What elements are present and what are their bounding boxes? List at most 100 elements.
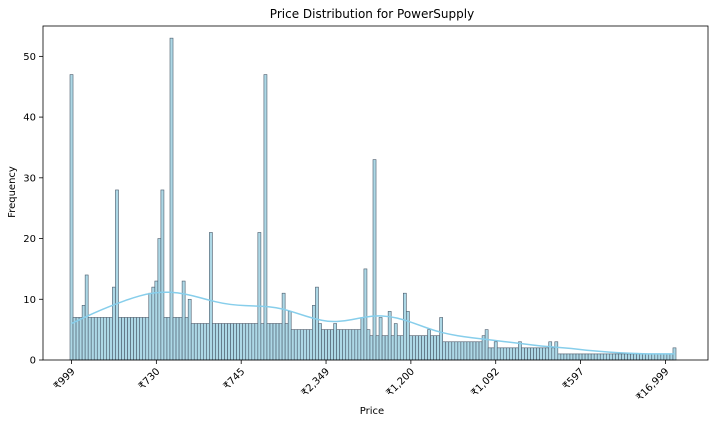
histogram-bar bbox=[321, 329, 325, 361]
plot-frame bbox=[42, 25, 709, 361]
histogram-bar bbox=[199, 323, 204, 361]
histogram-bar bbox=[212, 323, 216, 361]
histogram-bar bbox=[639, 353, 643, 361]
histogram-bar bbox=[363, 268, 368, 361]
y-axis: 0 10 20 30 40 50 bbox=[23, 52, 43, 367]
histogram-bar bbox=[315, 286, 319, 361]
histogram-bar bbox=[533, 347, 537, 361]
histogram-bar bbox=[93, 317, 98, 361]
histogram-bar bbox=[421, 335, 425, 361]
histogram-bar bbox=[127, 317, 131, 361]
histogram-bar bbox=[272, 323, 277, 361]
histogram-bar bbox=[375, 335, 380, 361]
histogram-bar bbox=[536, 347, 540, 361]
histogram-bar bbox=[287, 311, 292, 361]
histogram-bar bbox=[175, 317, 180, 361]
y-tick-label: 20 bbox=[23, 234, 36, 245]
histogram-bar bbox=[372, 159, 377, 361]
histogram-bar bbox=[642, 353, 646, 361]
histogram-bar bbox=[563, 353, 568, 361]
histogram-bar bbox=[115, 189, 119, 361]
histogram-bar bbox=[636, 353, 640, 361]
histogram-bar bbox=[499, 347, 504, 361]
histogram-bar bbox=[136, 317, 140, 361]
histogram-bar bbox=[442, 341, 447, 361]
histogram-bars bbox=[69, 37, 677, 361]
histogram-bar bbox=[527, 347, 531, 361]
histogram-bar bbox=[190, 323, 195, 361]
histogram-bar bbox=[254, 323, 259, 361]
histogram-bar bbox=[348, 329, 353, 361]
histogram-bar bbox=[618, 353, 622, 361]
histogram-bar bbox=[299, 329, 304, 361]
histogram-bar bbox=[296, 329, 301, 361]
histogram-bar bbox=[75, 317, 80, 361]
chart-title: Price Distribution for PowerSupply bbox=[270, 7, 474, 21]
histogram-bar bbox=[112, 286, 116, 361]
histogram-bar bbox=[381, 335, 386, 361]
histogram-bar bbox=[457, 341, 462, 361]
histogram-bar bbox=[230, 323, 234, 361]
histogram-bar bbox=[539, 347, 543, 361]
histogram-bar bbox=[290, 329, 295, 361]
histogram-bar bbox=[157, 238, 162, 361]
histogram-bar bbox=[81, 305, 86, 361]
histogram-bar bbox=[293, 329, 298, 361]
x-tick-label: ₹2,349 bbox=[300, 366, 333, 399]
histogram-bar bbox=[209, 232, 213, 361]
histogram-bar bbox=[584, 353, 589, 361]
histogram-bar bbox=[493, 341, 498, 361]
histogram-bar bbox=[433, 335, 437, 361]
histogram-bar bbox=[100, 317, 104, 361]
histogram-bar bbox=[575, 353, 580, 361]
histogram-bar bbox=[409, 335, 413, 361]
histogram-bar bbox=[260, 323, 265, 361]
histogram-bar bbox=[406, 311, 410, 361]
histogram-bar bbox=[309, 329, 313, 361]
histogram-bar bbox=[203, 323, 207, 361]
histogram-bar bbox=[648, 353, 653, 361]
histogram-bar bbox=[415, 335, 419, 361]
histogram-bar bbox=[402, 292, 407, 361]
histogram-bar bbox=[666, 353, 671, 361]
histogram-bar bbox=[509, 347, 513, 361]
histogram-bar bbox=[660, 353, 665, 361]
histogram-bar bbox=[560, 353, 565, 361]
histogram-bar bbox=[124, 317, 128, 361]
histogram-bar bbox=[248, 323, 253, 361]
histogram-bar bbox=[427, 329, 431, 361]
histogram-bar bbox=[633, 353, 637, 361]
histogram-bar bbox=[172, 317, 177, 361]
histogram-bar bbox=[163, 317, 168, 361]
histogram-bar bbox=[336, 329, 340, 361]
y-axis-label: Frequency bbox=[7, 166, 18, 218]
histogram-bar bbox=[612, 353, 616, 361]
histogram-bar bbox=[496, 347, 501, 361]
y-tick-label: 10 bbox=[23, 295, 36, 306]
histogram-bar bbox=[275, 323, 280, 361]
histogram-bar bbox=[366, 329, 371, 361]
histogram-bar bbox=[351, 329, 356, 361]
histogram-bar bbox=[445, 341, 450, 361]
x-tick-label: ₹1,092 bbox=[469, 366, 502, 399]
histogram-bar bbox=[663, 353, 668, 361]
histogram-bar bbox=[390, 335, 395, 361]
histogram-bar bbox=[393, 323, 398, 361]
histogram-bar bbox=[227, 323, 231, 361]
histogram-bar bbox=[330, 329, 334, 361]
histogram-bar bbox=[466, 341, 471, 361]
histogram-bar bbox=[627, 353, 631, 361]
histogram-bar bbox=[545, 347, 550, 361]
histogram-bar bbox=[396, 335, 401, 361]
histogram-bar bbox=[215, 323, 219, 361]
histogram-bar bbox=[669, 353, 674, 361]
histogram-bar bbox=[269, 323, 274, 361]
histogram-bar bbox=[263, 74, 268, 361]
histogram-bar bbox=[554, 341, 559, 361]
histogram-bar bbox=[148, 292, 153, 361]
histogram-bar bbox=[118, 317, 122, 361]
histogram-bar bbox=[475, 341, 480, 361]
histogram-bar bbox=[609, 353, 613, 361]
histogram-bar bbox=[515, 347, 519, 361]
